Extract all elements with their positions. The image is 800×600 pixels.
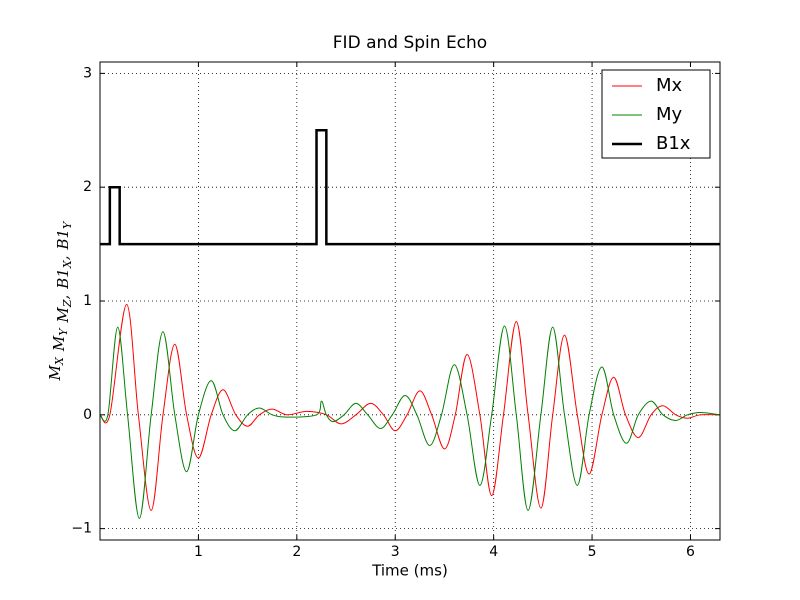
x-axis-label: Time (ms) [371, 562, 448, 580]
legend-box [601, 69, 711, 159]
y-label-base: M [50, 335, 68, 352]
line-b1x [100, 129, 720, 246]
x-tick-label: 3 [391, 544, 400, 560]
y-tick-label: 0 [83, 407, 92, 423]
x-tick-label: 6 [686, 544, 695, 560]
y-label-sub: Y [57, 327, 70, 336]
x-tick-label: 5 [588, 544, 597, 560]
y-label-sub: Z [61, 299, 74, 308]
y-label-sep: , [54, 256, 72, 261]
x-tick-label: 2 [292, 544, 301, 560]
legend-label: Mx [656, 75, 683, 96]
y-tick-label: −1 [71, 521, 92, 537]
y-label-sub: X [61, 259, 74, 269]
y-label-base: B1 [54, 229, 72, 251]
y-tick-label: 3 [83, 65, 92, 81]
line-my [100, 325, 720, 519]
line-mx [100, 303, 720, 511]
plot-frame [99, 61, 721, 541]
y-label-sep: , [54, 295, 72, 300]
legend-label: B1x [656, 133, 691, 154]
y-axis-label: MXMYMZ,B1X,B1Y [46, 220, 74, 381]
y-tick-label: 2 [83, 179, 92, 195]
y-label-sub: Y [61, 220, 74, 229]
y-label-base: M [46, 364, 64, 381]
y-tick-label: 1 [83, 293, 92, 309]
x-tick-label: 1 [194, 544, 203, 560]
chart-title: FID and Spin Echo [333, 33, 487, 53]
y-label-base: B1 [54, 268, 72, 290]
y-label-sub: X [53, 356, 66, 366]
y-label-base: M [54, 307, 72, 324]
x-tick-label: 4 [489, 544, 498, 560]
legend-label: My [656, 104, 683, 125]
